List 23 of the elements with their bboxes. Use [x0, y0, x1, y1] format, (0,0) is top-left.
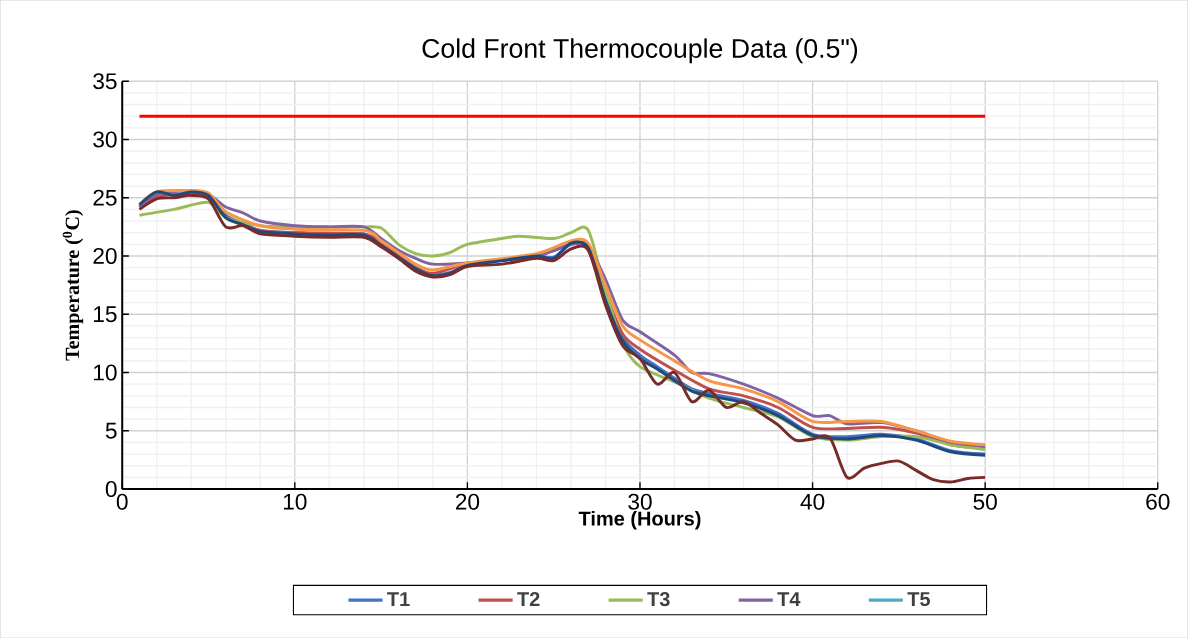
y-tick-label: 0 — [105, 480, 117, 497]
y-tick-label: 20 — [93, 247, 117, 264]
y-tick-label: 35 — [93, 73, 117, 90]
x-tick-label: 40 — [800, 493, 825, 510]
legend-label: T5 — [907, 592, 930, 607]
legend-label: T4 — [777, 592, 801, 606]
y-tick-label: 15 — [94, 306, 117, 323]
x-tick-label: 20 — [455, 493, 480, 510]
y-tick-label: 5 — [105, 422, 117, 439]
x-tick-label: 60 — [1146, 493, 1170, 510]
x-tick-label: 10 — [283, 493, 307, 510]
legend-label: T1 — [387, 592, 410, 606]
x-tick-label: 0 — [116, 493, 128, 510]
legend-label: T2 — [517, 591, 540, 606]
x-tick-label: 50 — [973, 493, 997, 510]
y-tick-label: 25 — [93, 189, 117, 206]
x-tick-label: 30 — [628, 493, 652, 510]
legend-label: T3 — [647, 591, 670, 607]
x-axis-title: Time (Hours) — [578, 510, 701, 530]
y-tick-label: 30 — [93, 131, 117, 148]
chart-title: Cold Front Thermocouple Data (0.5") — [422, 38, 858, 64]
y-tick-label: 10 — [94, 364, 117, 381]
y-axis-title: Temperature ($^{0}$C) — [62, 210, 84, 361]
